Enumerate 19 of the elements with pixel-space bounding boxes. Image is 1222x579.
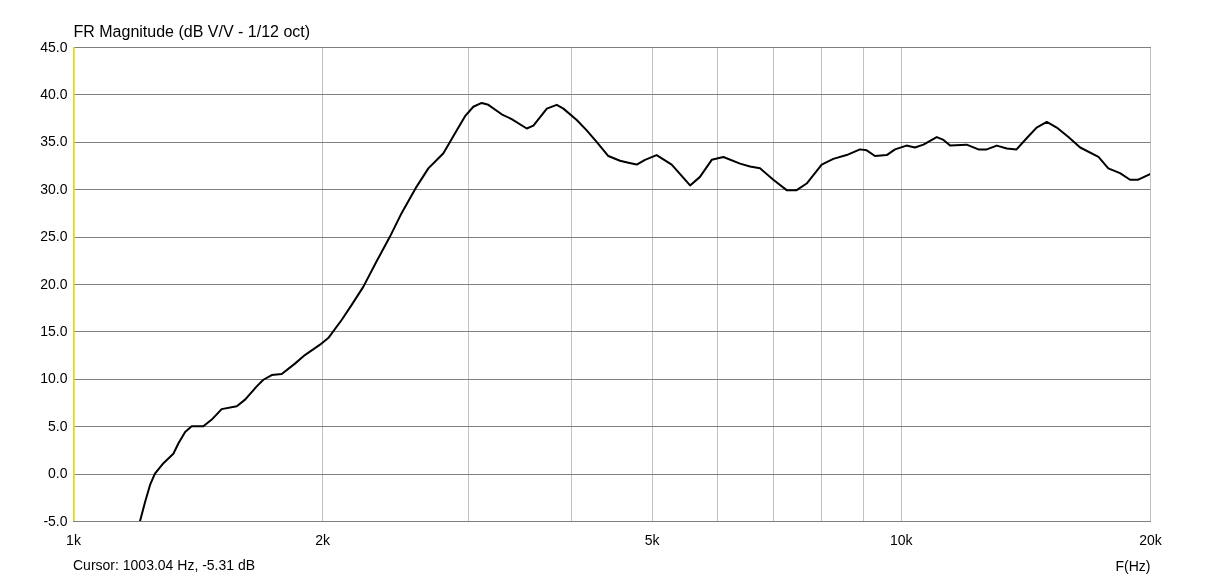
y-tick-label: 25.0 bbox=[40, 228, 68, 245]
x-tick-label: 2k bbox=[315, 531, 332, 548]
y-tick-label: 10.0 bbox=[40, 370, 68, 387]
y-tick-label: 20.0 bbox=[40, 275, 68, 292]
y-tick-label: 15.0 bbox=[40, 322, 68, 339]
x-axis-title: F(Hz) bbox=[1115, 557, 1151, 574]
y-tick-label: 40.0 bbox=[40, 85, 68, 102]
y-tick-label: 35.0 bbox=[40, 133, 68, 150]
y-tick-label: 45.0 bbox=[40, 38, 68, 55]
text: Cursor: 1003.04 Hz, -5.31 dB bbox=[73, 557, 256, 573]
x-tick-label: 10k bbox=[890, 531, 914, 548]
x-tick-label: 5k bbox=[644, 531, 661, 548]
y-tick-label: -5.0 bbox=[43, 512, 68, 529]
x-tick-label: 20k bbox=[1139, 531, 1163, 548]
y-tick-label: 30.0 bbox=[40, 180, 68, 197]
y-tick-label: 5.0 bbox=[48, 417, 68, 434]
x-tick-label: 1k bbox=[66, 531, 82, 548]
y-axis-title: FR Magnitude (dB V/V - 1/12 oct) bbox=[73, 22, 311, 40]
y-tick-label: 0.0 bbox=[48, 465, 68, 482]
